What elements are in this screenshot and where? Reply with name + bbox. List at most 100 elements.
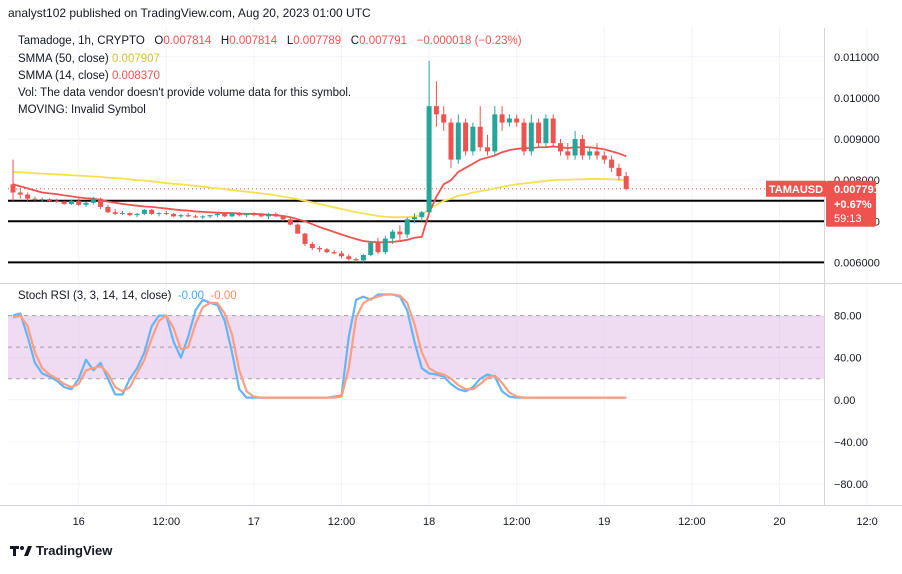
volume-legend: Vol: The data vendor doesn't provide vol… bbox=[18, 87, 352, 99]
candle bbox=[193, 214, 198, 219]
price-tag-countdown: 59:13 bbox=[834, 213, 862, 225]
time-tick-label: 18 bbox=[423, 516, 435, 528]
candle bbox=[68, 199, 74, 205]
candle bbox=[616, 163, 622, 181]
stoch-tick-label: −40.00 bbox=[834, 437, 868, 449]
time-tick-label: 12:00 bbox=[678, 516, 706, 528]
stoch-tick-label: 0.00 bbox=[834, 395, 855, 407]
candle-body bbox=[280, 216, 286, 220]
candle bbox=[214, 213, 220, 218]
candle-body bbox=[10, 184, 16, 193]
candle-body bbox=[506, 118, 512, 123]
candle bbox=[302, 232, 308, 246]
candle-body bbox=[61, 201, 67, 205]
candle-body bbox=[426, 106, 432, 213]
candle bbox=[543, 114, 549, 148]
candle bbox=[623, 171, 629, 191]
candle bbox=[485, 134, 490, 156]
candle-body bbox=[39, 199, 45, 201]
stoch-tick-label: −80.00 bbox=[834, 479, 868, 491]
time-tick-label: 16 bbox=[73, 516, 85, 528]
candle bbox=[448, 118, 454, 168]
stoch-tick-label: 40.00 bbox=[834, 353, 862, 365]
candle bbox=[317, 245, 323, 253]
candle-body bbox=[521, 122, 527, 152]
candle bbox=[309, 241, 315, 251]
candle bbox=[572, 130, 578, 160]
candle-body bbox=[83, 202, 89, 205]
candle bbox=[404, 217, 410, 238]
candle bbox=[207, 214, 213, 219]
candle-body bbox=[412, 217, 417, 220]
candle-body bbox=[258, 215, 264, 217]
candle-body bbox=[609, 159, 615, 168]
candle-body bbox=[317, 248, 323, 250]
candle-body bbox=[244, 213, 250, 216]
candle bbox=[558, 139, 563, 156]
candle-body bbox=[193, 216, 198, 218]
candle bbox=[229, 212, 235, 218]
smma50-label: SMMA (50, close) bbox=[18, 53, 109, 65]
stoch-k-value: -0.00 bbox=[177, 290, 205, 302]
candle-body bbox=[171, 213, 177, 217]
smma50-legend[interactable]: SMMA (50, close) 0.007907 bbox=[18, 53, 160, 65]
candle-body bbox=[382, 238, 388, 253]
candle bbox=[441, 106, 447, 131]
candle-body bbox=[273, 213, 279, 217]
candle-body bbox=[229, 213, 235, 217]
price-tick-label: 0.010000 bbox=[834, 93, 880, 105]
candle bbox=[32, 196, 38, 201]
publisher-header: analyst102 published on TradingView.com,… bbox=[8, 6, 371, 20]
smma14-line bbox=[12, 145, 627, 244]
candle-body bbox=[339, 253, 344, 257]
candle-body bbox=[134, 213, 140, 216]
close-value: 0.007791 bbox=[359, 35, 408, 47]
candle bbox=[90, 196, 96, 205]
candle-body bbox=[558, 143, 563, 152]
high-value: 0.007814 bbox=[229, 35, 278, 47]
candle bbox=[76, 198, 82, 206]
symbol-tag bbox=[766, 180, 826, 197]
candle-body bbox=[295, 224, 301, 234]
candle bbox=[200, 215, 206, 220]
candle bbox=[463, 118, 469, 156]
candle bbox=[565, 143, 571, 160]
candle bbox=[390, 229, 396, 244]
candle bbox=[54, 198, 60, 203]
candle-body bbox=[156, 213, 162, 215]
candle-body bbox=[477, 126, 483, 148]
candle bbox=[382, 235, 388, 255]
candle bbox=[280, 215, 286, 222]
symbol-label[interactable]: Tamadoge, 1h, CRYPTO bbox=[18, 35, 145, 47]
candle-body bbox=[214, 213, 220, 216]
candle-body bbox=[105, 206, 111, 213]
candle bbox=[17, 188, 23, 199]
candle-body bbox=[368, 242, 374, 256]
candle-body bbox=[200, 216, 206, 218]
footer-brand-text: TradingView bbox=[36, 543, 113, 558]
price-tag-change: +0.67% bbox=[834, 199, 872, 211]
candle-body bbox=[623, 176, 629, 189]
candle-body bbox=[98, 198, 104, 207]
candle-body bbox=[178, 215, 184, 217]
candle bbox=[339, 250, 344, 259]
candle-body bbox=[287, 219, 293, 225]
smma50-line bbox=[12, 171, 627, 219]
candle-body bbox=[309, 243, 315, 249]
candle-body bbox=[251, 213, 257, 216]
open-value: 0.007814 bbox=[163, 35, 212, 47]
stoch-legend[interactable]: Stoch RSI (3, 3, 14, 14, close) -0.00 -0… bbox=[18, 290, 237, 302]
smma14-legend[interactable]: SMMA (14, close) 0.008370 bbox=[18, 70, 160, 82]
candle bbox=[185, 213, 191, 218]
stoch-d-value: -0.00 bbox=[210, 290, 237, 302]
moving-legend: MOVING: Invalid Symbol bbox=[18, 104, 146, 116]
tradingview-brand[interactable]: TradingView bbox=[10, 543, 112, 558]
stoch-label: Stoch RSI (3, 3, 14, 14, close) bbox=[18, 290, 172, 302]
candle-body bbox=[236, 213, 242, 216]
candle bbox=[375, 237, 381, 255]
candle bbox=[83, 201, 89, 207]
symbol-tag-label[interactable]: TAMAUSD bbox=[769, 184, 823, 196]
candle bbox=[455, 114, 461, 164]
candle bbox=[156, 212, 162, 217]
